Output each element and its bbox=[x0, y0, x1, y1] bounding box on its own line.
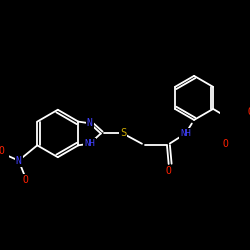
Text: O: O bbox=[166, 166, 172, 176]
Text: O: O bbox=[22, 175, 28, 185]
Text: O: O bbox=[0, 146, 4, 156]
Text: N: N bbox=[87, 118, 92, 128]
Text: O: O bbox=[248, 107, 250, 117]
Text: N: N bbox=[16, 156, 22, 166]
Text: NH: NH bbox=[84, 139, 95, 148]
Text: NH: NH bbox=[180, 129, 191, 138]
Text: O: O bbox=[223, 140, 229, 149]
Text: S: S bbox=[120, 128, 126, 138]
